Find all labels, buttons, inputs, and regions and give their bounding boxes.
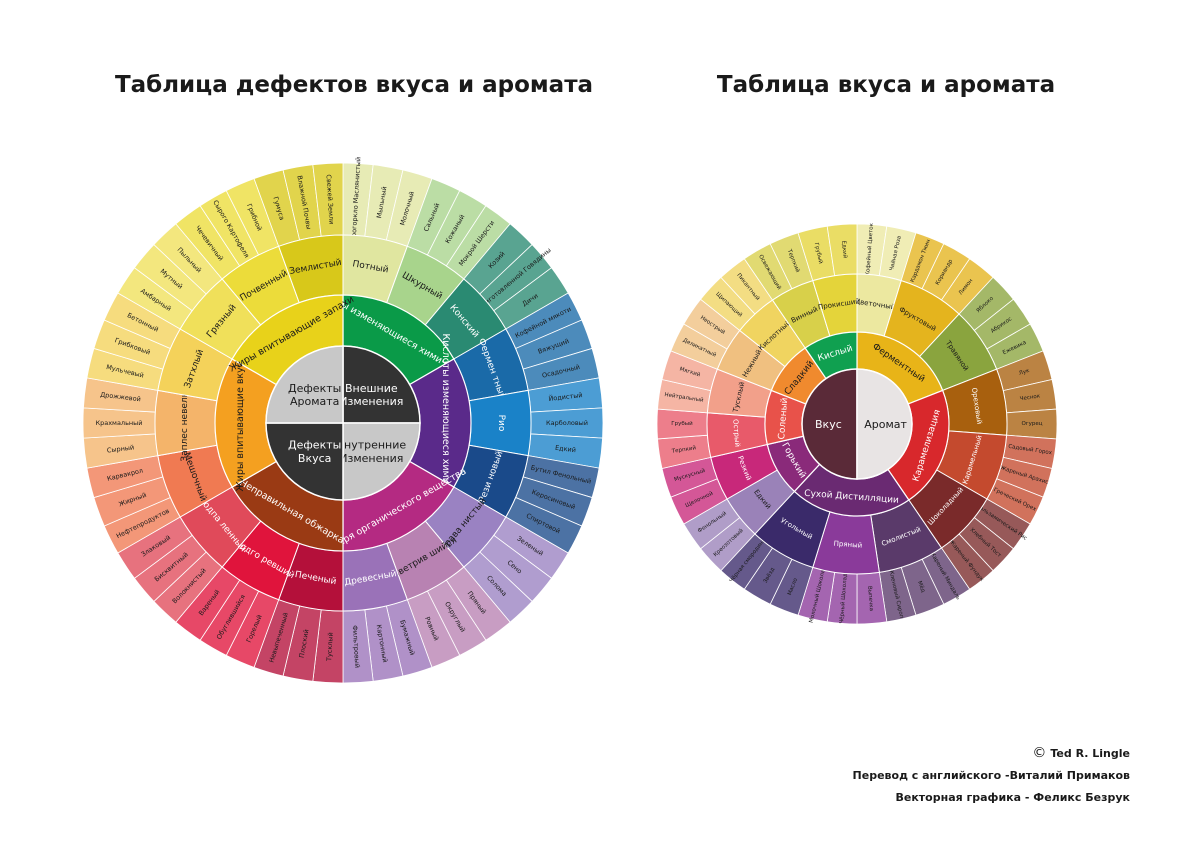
leaf-label: Тусклый bbox=[325, 632, 335, 662]
center-label: Внутренние Изменения bbox=[336, 439, 406, 465]
leaf-label: Сырный bbox=[106, 443, 134, 454]
author-name: Ted R. Lingle bbox=[1050, 747, 1130, 760]
leaf-label: Карболовый bbox=[546, 419, 588, 427]
sub-label: Пряный bbox=[833, 540, 862, 550]
leaf-label: Чеснок bbox=[1019, 393, 1041, 402]
defects-wheel: Прогоркло Маслянистый Мыльный МолочныйПотн… bbox=[82, 157, 604, 684]
leaf-label: Грубый bbox=[813, 242, 825, 265]
leaf-label: Едкий bbox=[555, 444, 577, 454]
leaf-label: Мёд bbox=[916, 580, 926, 593]
center-segment bbox=[342, 345, 421, 424]
center-segment bbox=[801, 368, 858, 480]
leaf-label: Фильтровый bbox=[351, 625, 361, 668]
leaf-label: Терпкий bbox=[670, 444, 696, 455]
defects-wheel-title: Таблица дефектов вкуса и аромата bbox=[114, 72, 594, 98]
sub-label: Заплес невелый bbox=[180, 384, 190, 461]
leaf-label: Крахмальный bbox=[95, 419, 142, 427]
leaf-label: Кофейный Цветок bbox=[864, 222, 875, 276]
group-label: Кислоты изменяющиеся химически bbox=[440, 334, 451, 513]
leaf-label: Едкий bbox=[840, 240, 848, 259]
flavor-wheel-title: Таблица вкуса и аромата bbox=[716, 72, 1056, 98]
sub-label: Рио bbox=[496, 415, 506, 432]
center-label: Дефекты Вкуса bbox=[288, 439, 341, 465]
center-label: Дефекты Аромата bbox=[288, 382, 341, 408]
sub-label: Острый bbox=[731, 419, 741, 447]
leaf-label: Йодистый bbox=[548, 390, 583, 403]
copyright-symbol: © bbox=[1032, 745, 1047, 761]
leaf-label: Выпечка bbox=[866, 586, 874, 611]
group-label: Жиры впитывающие вкусы bbox=[235, 354, 246, 491]
leaf-label: Огурец bbox=[1021, 421, 1042, 427]
center-segment bbox=[856, 368, 913, 480]
credits-block: © Ted R. Lingle Перевод с английского -Ви… bbox=[853, 742, 1130, 809]
center-label: Вкус bbox=[815, 418, 842, 431]
center-segment bbox=[265, 422, 344, 501]
leaf-label: Свежей Земли bbox=[325, 174, 336, 224]
flavor-wheel: Кофейный Цветок Чайная РозаЦветочныйКарда… bbox=[656, 222, 1058, 625]
leaf-label: Чёрный Шоколад bbox=[838, 573, 849, 624]
leaf-label: Грубый bbox=[671, 420, 693, 427]
center-segment bbox=[265, 345, 344, 424]
center-label: Внешние Изменения bbox=[339, 382, 403, 408]
credits-translation: Перевод с английского -Виталий Примаков bbox=[852, 769, 1130, 782]
leaf-label: Лук bbox=[1018, 368, 1031, 377]
credits-graphics: Векторная графика - Феликс Безрук bbox=[895, 791, 1130, 804]
credits-author: © Ted R. Lingle bbox=[853, 742, 1130, 765]
center-segment bbox=[342, 422, 421, 501]
group-label: Соленый bbox=[777, 397, 790, 440]
center-label: Аромат bbox=[864, 418, 907, 431]
